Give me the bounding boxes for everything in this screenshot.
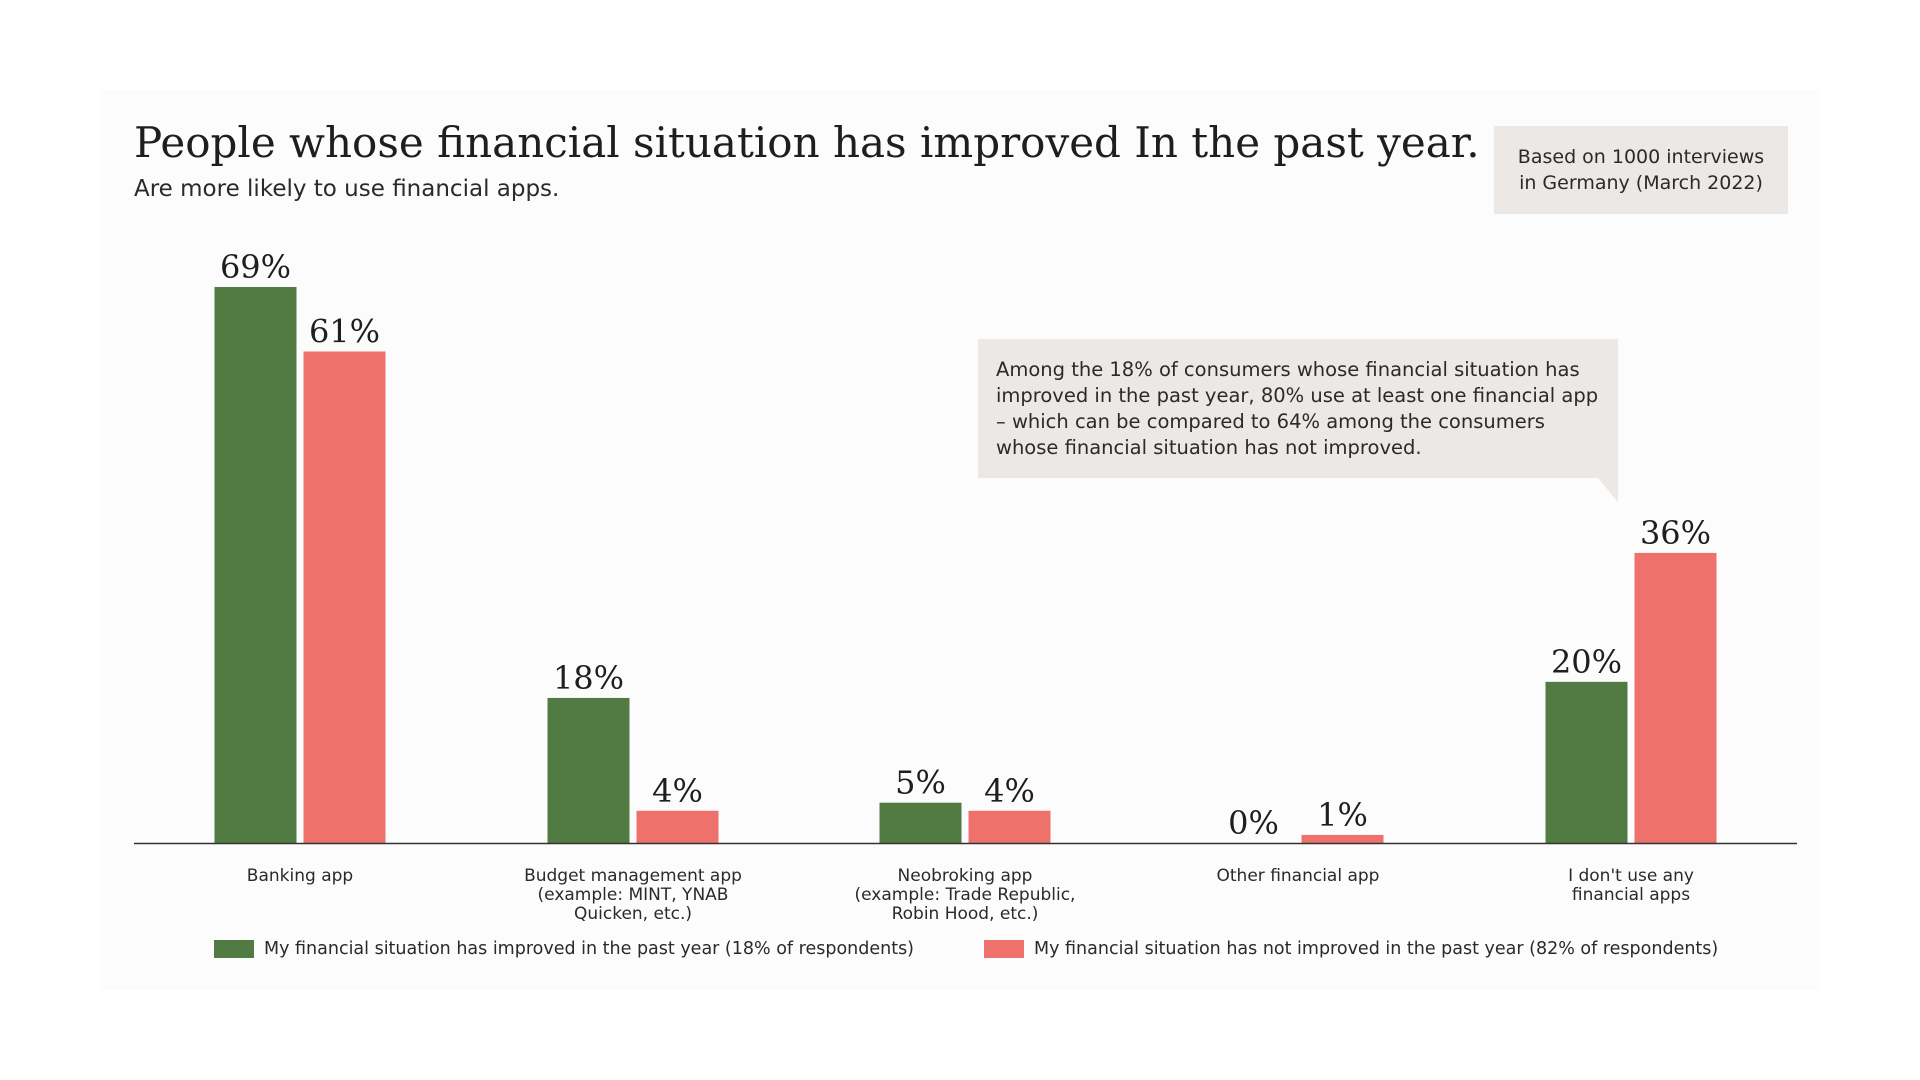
callout-line: Among the 18% of consumers whose financi… (996, 358, 1580, 381)
legend-swatch-not-improved (984, 940, 1024, 958)
callout-line: improved in the past year, 80% use at le… (996, 384, 1599, 407)
bar-not-improved-3 (1301, 834, 1384, 843)
source-note: Based on 1000 interviews in Germany (Mar… (1494, 126, 1788, 214)
category-label: Neobroking app (898, 866, 1033, 886)
bar-not-improved-0 (303, 351, 386, 843)
bar-improved-2 (879, 802, 962, 843)
category-label: Quicken, etc.) (574, 904, 692, 924)
value-label: 69% (220, 248, 291, 286)
value-label: 4% (984, 772, 1035, 810)
callout-box: Among the 18% of consumers whose financi… (978, 339, 1618, 478)
bar-not-improved-1 (636, 810, 719, 843)
value-label: 36% (1640, 514, 1711, 552)
bar-improved-1 (547, 697, 630, 843)
value-label: 61% (309, 312, 380, 350)
chart-subtitle: Are more likely to use financial apps. (134, 176, 560, 202)
category-label: (example: Trade Republic, (855, 885, 1076, 905)
source-note-line: Based on 1000 interviews (1517, 146, 1765, 168)
value-label: 0% (1228, 804, 1279, 842)
legend-swatch-improved (214, 940, 254, 958)
callout-pointer (1598, 478, 1618, 502)
bar-improved-0 (214, 287, 297, 843)
callout-line: – which can be compared to 64% among the… (996, 410, 1545, 433)
legend-label-not-improved: My financial situation has not improved … (1034, 939, 1719, 959)
bar-improved-4 (1545, 681, 1628, 843)
value-label: 1% (1317, 796, 1368, 834)
value-label: 18% (553, 659, 624, 697)
source-note-line: in Germany (March 2022) (1519, 172, 1763, 194)
category-label: Budget management app (524, 866, 742, 886)
category-label: Robin Hood, etc.) (892, 904, 1039, 924)
value-label: 5% (895, 764, 946, 802)
legend-item-improved: My financial situation has improved in t… (214, 939, 914, 959)
category-label: Banking app (247, 866, 353, 886)
legend-item-not-improved: My financial situation has not improved … (984, 939, 1718, 959)
bar-not-improved-2 (968, 810, 1051, 843)
value-label: 20% (1551, 643, 1622, 681)
chart-title: People whose financial situation has imp… (134, 118, 1480, 167)
category-label: Other financial app (1217, 866, 1380, 886)
value-label: 4% (652, 772, 703, 810)
category-label: I don't use any (1568, 866, 1694, 886)
callout-line: whose financial situation has not improv… (996, 436, 1422, 459)
category-label: financial apps (1572, 885, 1690, 905)
category-label: (example: MINT, YNAB (538, 885, 729, 905)
bar-not-improved-4 (1634, 552, 1717, 843)
legend-label-improved: My financial situation has improved in t… (264, 939, 915, 959)
